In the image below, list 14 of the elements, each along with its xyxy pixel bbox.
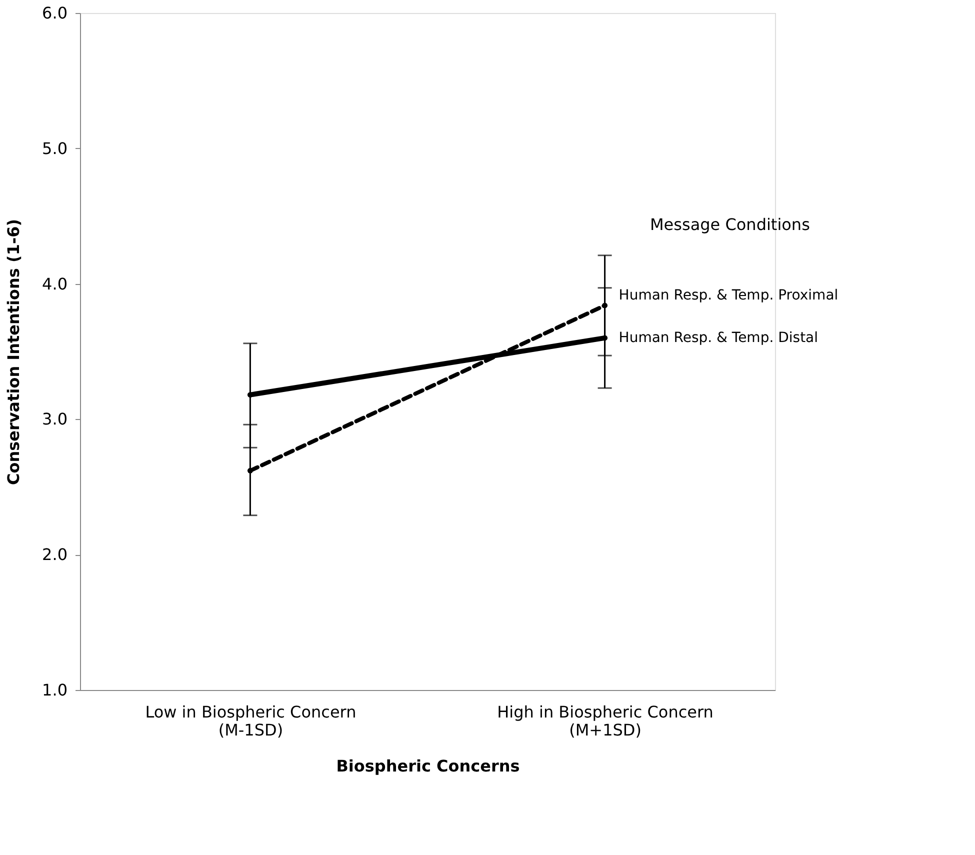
x-axis-title: Biospheric Concerns (336, 756, 520, 776)
y-tick-label: 2.0 (42, 545, 68, 564)
x-tick-label: Low in Biospheric Concern (M-1SD) (145, 702, 356, 740)
legend-title: Message Conditions (650, 215, 810, 234)
y-tick-label: 5.0 (42, 138, 68, 158)
series-label: Human Resp. & Temp. Proximal (618, 287, 838, 304)
series-label: Human Resp. & Temp. Distal (618, 330, 818, 346)
y-tick-label: 3.0 (42, 410, 68, 429)
y-tick-label: 4.0 (42, 274, 68, 294)
point (247, 468, 253, 474)
x-tick-label: High in Biospheric Concern (M+1SD) (497, 702, 714, 740)
y-axis-title: Conservation Intentions (1-6) (4, 218, 24, 486)
y-tick-label: 1.0 (42, 680, 68, 700)
y-tick-label: 6.0 (42, 4, 68, 22)
